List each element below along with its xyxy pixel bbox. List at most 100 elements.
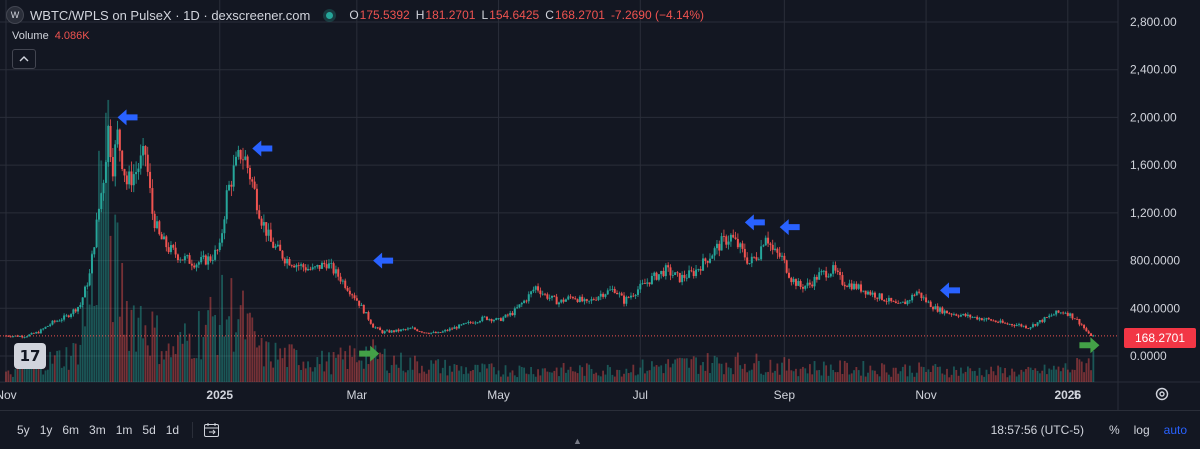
candle-body [11, 336, 14, 337]
candle-body [441, 331, 444, 333]
volume-bar [383, 348, 386, 382]
candle-body [262, 222, 265, 226]
candle-body [1022, 325, 1025, 327]
volume-bar [348, 345, 351, 382]
range-6m-button[interactable]: 6m [62, 423, 80, 437]
candle-body [492, 320, 495, 322]
volume-bar [706, 353, 709, 382]
percent-scale-toggle[interactable]: % [1108, 423, 1120, 437]
range-1d-button[interactable]: 1d [165, 423, 180, 437]
volume-bar [135, 351, 138, 382]
volume-bar [346, 368, 349, 382]
clock-display[interactable]: 18:57:56 (UTC-5) [990, 423, 1084, 437]
candle-body [218, 242, 221, 250]
volume-bar [634, 375, 637, 382]
range-3m-button[interactable]: 3m [89, 423, 106, 437]
volume-bar [81, 305, 84, 382]
candle-body [70, 314, 73, 318]
range-5d-button[interactable]: 5d [142, 423, 156, 437]
candle-body [962, 313, 965, 316]
volume-bar [107, 99, 110, 382]
candle-body [309, 268, 312, 270]
candle-body [897, 303, 900, 304]
y-tick-label: 400.0000 [1130, 301, 1180, 315]
candle-body [671, 275, 674, 276]
volume-bar [562, 362, 565, 382]
candle-body [1073, 318, 1076, 320]
peak-arrow-marker [117, 109, 138, 126]
auto-scale-toggle[interactable]: auto [1163, 423, 1187, 437]
candle-body [997, 321, 1000, 323]
candle-body [1024, 325, 1027, 329]
candle-body [894, 301, 897, 304]
volume-bar [293, 348, 296, 382]
candle-body [525, 300, 528, 302]
volume-bar [869, 365, 872, 382]
candle-body [128, 171, 131, 185]
volume-bar [832, 369, 835, 382]
volume-bar [181, 343, 184, 382]
candle-body [476, 322, 479, 324]
volume-bar [1069, 372, 1072, 382]
volume-bar [578, 365, 581, 382]
volume-bar [1008, 375, 1011, 382]
chart-title[interactable]: WBTC/WPLS on PulseX · 1D · dexscreener.c… [30, 7, 311, 23]
volume-bar [848, 374, 851, 382]
candle-body [88, 273, 91, 286]
candle-body [383, 331, 386, 334]
collapse-legend-button[interactable] [12, 49, 36, 69]
volume-bar [890, 376, 893, 382]
candle-body [639, 283, 642, 290]
candle-body [734, 237, 737, 239]
y-tick-label: 800.0000 [1130, 254, 1180, 268]
candle-body [63, 315, 66, 320]
candle-body [571, 297, 574, 299]
candle-body [876, 297, 879, 299]
candle-body [746, 257, 749, 264]
volume-bar [393, 355, 395, 382]
range-1m-button[interactable]: 1m [115, 423, 133, 437]
candle-body [595, 299, 598, 301]
volume-bar [999, 367, 1002, 382]
volume-bar [156, 315, 158, 382]
tradingview-logo[interactable]: 17 [14, 343, 46, 369]
candle-body [379, 327, 382, 331]
go-to-date-icon[interactable] [192, 422, 221, 438]
range-1y-button[interactable]: 1y [39, 423, 53, 437]
volume-bar [474, 364, 477, 382]
candle-body [393, 330, 396, 332]
volume-bar [1039, 373, 1041, 382]
volume-bar [581, 367, 584, 382]
volume-bar [518, 365, 521, 382]
range-5y-button[interactable]: 5y [17, 423, 30, 437]
volume-bar [609, 367, 611, 382]
candle-body [130, 171, 133, 186]
candle-body [688, 270, 691, 278]
candle-body [990, 319, 993, 321]
volume-bar [1050, 369, 1053, 382]
volume-bar [60, 367, 63, 382]
volume-bar [1020, 369, 1023, 382]
volume-bar [739, 365, 742, 382]
candle-body [258, 210, 261, 219]
candle-body [360, 304, 363, 306]
candle-body [174, 247, 177, 255]
volume-bar [142, 338, 144, 382]
volume-bar [430, 360, 433, 382]
volume-bar [218, 324, 221, 382]
candle-body [790, 277, 793, 283]
x-tick-label: 2025 [206, 388, 233, 402]
volume-bar [980, 375, 983, 382]
volume-bar [9, 374, 12, 382]
log-scale-toggle[interactable]: log [1133, 423, 1150, 437]
volume-bar [685, 358, 688, 382]
candle-body [1011, 324, 1014, 326]
candle-body [799, 281, 802, 287]
candle-body [948, 313, 951, 315]
gear-icon[interactable] [1154, 386, 1170, 402]
panel-expand-handle[interactable]: ▲ [573, 436, 582, 446]
volume-bar [91, 250, 93, 382]
candle-body [114, 144, 117, 177]
candle-body [908, 300, 911, 302]
